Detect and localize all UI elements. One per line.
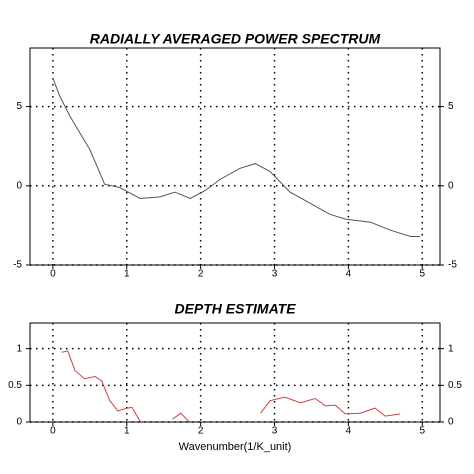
x-tick-label: 3 (272, 426, 278, 437)
chart-title: RADIALLY AVERAGED POWER SPECTRUM (90, 31, 381, 47)
y-tick-label: 5 (16, 101, 22, 112)
x-tick-label: 5 (419, 269, 425, 280)
x-tick-label: 5 (419, 426, 425, 437)
x-tick-label: 4 (346, 269, 352, 280)
data-line (61, 350, 401, 422)
y-tick-label: -5 (13, 260, 22, 271)
x-tick-label: 4 (346, 426, 352, 437)
y-tick-label-right: 5 (448, 101, 454, 112)
x-tick-label: 3 (272, 269, 278, 280)
plot-frame (29, 322, 441, 423)
y-tick-label: 0.5 (8, 380, 22, 391)
y-tick-label: 1 (16, 343, 22, 354)
y-tick-label-right: 1 (448, 343, 454, 354)
plot-frame (29, 47, 441, 266)
x-tick-label: 1 (124, 269, 130, 280)
x-tick-label: 1 (124, 426, 130, 437)
x-tick-label: 0 (50, 269, 56, 280)
y-tick-label: 0 (16, 180, 22, 191)
y-tick-label-right: 0 (448, 417, 454, 428)
data-line (52, 77, 421, 237)
y-tick-label-right: 0.5 (448, 380, 462, 391)
y-tick-label: 0 (16, 417, 22, 428)
y-tick-label-right: -5 (448, 260, 457, 271)
x-tick-label: 2 (198, 269, 204, 280)
x-tick-label: 0 (50, 426, 56, 437)
y-tick-label-right: 0 (448, 180, 454, 191)
x-tick-label: 2 (198, 426, 204, 437)
x-axis-label: Wavenumber(1/K_unit) (179, 441, 292, 453)
chart-title: DEPTH ESTIMATE (174, 301, 296, 317)
